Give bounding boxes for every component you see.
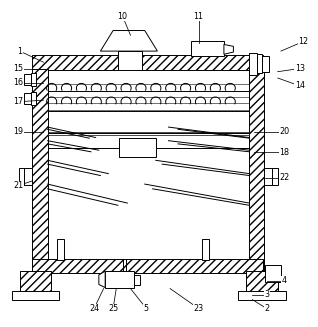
Bar [265,265,281,282]
Text: 11: 11 [194,12,204,21]
Bar [134,275,140,285]
Text: 17: 17 [13,97,23,106]
Bar [24,74,31,85]
Bar [249,53,257,75]
Text: 22: 22 [279,173,289,182]
Bar [24,168,32,185]
Bar [120,138,156,157]
Text: 20: 20 [279,127,289,136]
Bar [19,168,24,185]
Polygon shape [99,271,105,288]
Bar [12,291,59,300]
Bar [48,70,249,111]
Bar [262,56,269,72]
Bar [257,54,262,73]
Bar [272,168,278,185]
Text: 12: 12 [298,37,308,46]
Bar [24,93,31,104]
Bar [32,69,48,273]
Text: 10: 10 [118,12,128,21]
Bar [202,239,209,260]
Bar [32,55,264,70]
Text: 1: 1 [17,47,22,56]
Text: 16: 16 [13,78,23,87]
Text: 15: 15 [13,64,23,73]
Text: 2: 2 [264,304,269,313]
Bar [48,132,249,135]
Bar [57,239,64,260]
Bar [20,271,51,292]
Text: 18: 18 [279,148,289,157]
Text: 23: 23 [194,304,204,313]
Text: 25: 25 [108,304,118,313]
Bar [31,73,37,86]
Bar [105,271,134,288]
Text: 24: 24 [89,304,99,313]
Bar [249,69,265,273]
Bar [265,168,272,185]
Text: 14: 14 [295,81,305,91]
Bar [31,92,37,105]
Bar [32,259,264,273]
Bar [246,271,278,292]
Polygon shape [224,44,233,54]
Text: 13: 13 [295,64,305,73]
Text: 4: 4 [281,276,287,285]
Text: 19: 19 [13,127,23,136]
Text: 3: 3 [264,290,269,300]
Text: 5: 5 [144,304,149,313]
Polygon shape [100,30,157,51]
Bar [191,41,224,57]
Bar [118,51,142,70]
Bar [238,291,286,300]
Text: 21: 21 [13,181,23,190]
